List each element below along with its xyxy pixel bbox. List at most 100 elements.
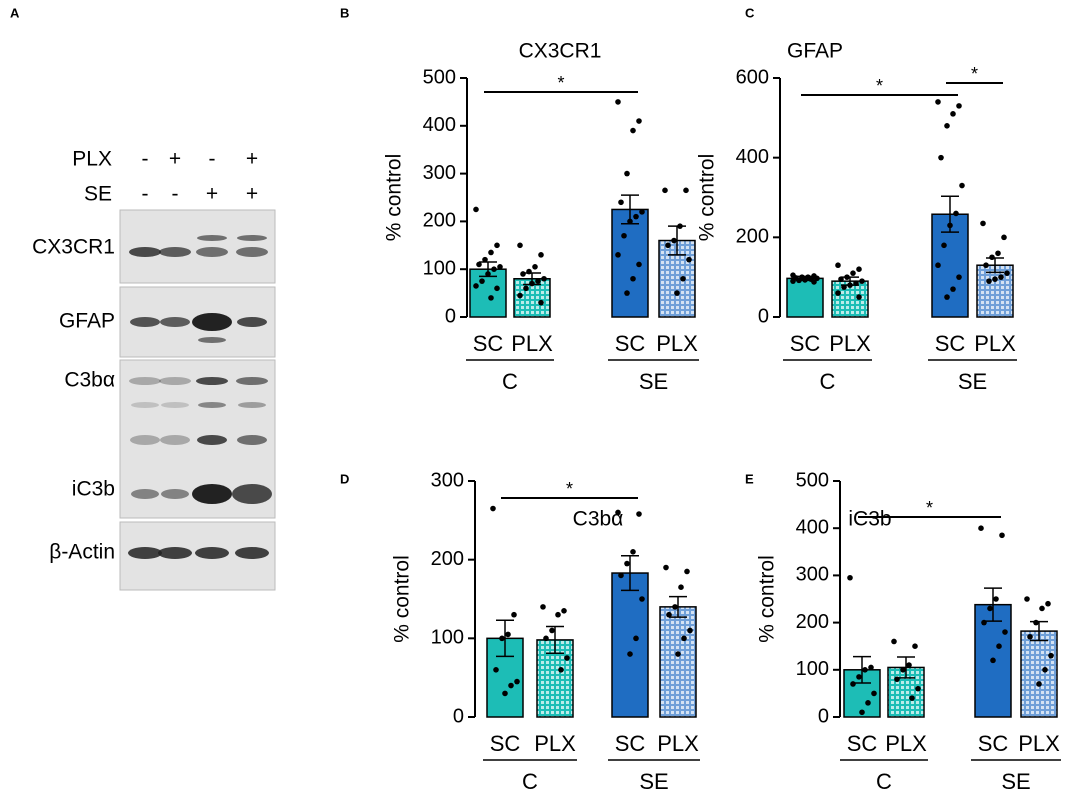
- data-point: [621, 232, 627, 239]
- treatment-label: SE: [84, 183, 112, 206]
- data-point: [944, 123, 950, 129]
- blot-band: [128, 547, 162, 559]
- panel-label: B: [340, 5, 349, 20]
- group-label: SE: [639, 369, 668, 394]
- y-tick-label: 200: [796, 611, 829, 633]
- x-tick-label: PLX: [511, 331, 553, 356]
- bar: [786, 277, 824, 318]
- data-point: [555, 611, 561, 618]
- data-point: [615, 99, 621, 105]
- data-point: [835, 262, 841, 269]
- data-point: [862, 667, 868, 673]
- blot-strip: [119, 209, 276, 284]
- y-tick-label: 400: [736, 146, 769, 168]
- data-point: [666, 611, 672, 618]
- x-tick-label: SC: [790, 331, 821, 356]
- data-point: [687, 627, 693, 634]
- data-point: [678, 584, 684, 590]
- panel-label: D: [340, 471, 349, 486]
- y-tick-label: 0: [758, 305, 769, 327]
- data-point: [538, 252, 544, 258]
- x-tick-label: SC: [490, 731, 521, 756]
- data-point: [491, 266, 497, 273]
- y-axis-label: % control: [391, 555, 414, 643]
- error-bar: [668, 225, 686, 256]
- data-point: [473, 206, 479, 213]
- treatment-sign: -: [142, 148, 149, 171]
- data-point: [482, 256, 488, 263]
- blot-band: [192, 313, 232, 331]
- x-tick-label: SC: [615, 731, 646, 756]
- blot-band: [232, 484, 272, 504]
- treatment-label: PLX: [72, 148, 112, 171]
- blot-band: [158, 547, 192, 559]
- blot-band: [236, 247, 268, 257]
- y-axis-label: % control: [696, 154, 719, 242]
- data-point: [871, 690, 877, 697]
- data-point: [1004, 270, 1010, 276]
- data-point: [844, 274, 850, 280]
- data-point: [856, 294, 862, 300]
- data-point: [665, 242, 671, 249]
- data-point: [662, 187, 668, 194]
- data-point: [672, 604, 678, 610]
- data-point: [938, 154, 944, 161]
- blot-band: [130, 317, 160, 327]
- data-point: [989, 254, 995, 261]
- data-point: [630, 275, 636, 282]
- data-point: [488, 249, 494, 256]
- data-point: [517, 242, 523, 249]
- blot-band: [238, 402, 266, 408]
- data-point: [1048, 652, 1054, 659]
- data-point: [505, 631, 511, 638]
- data-point: [959, 182, 965, 189]
- blot-band: [129, 247, 161, 257]
- y-tick-label: 300: [796, 564, 829, 586]
- data-point: [990, 657, 996, 664]
- error-bar: [496, 619, 514, 658]
- data-point: [935, 262, 941, 269]
- x-tick-label: SC: [935, 331, 966, 356]
- data-point: [992, 276, 998, 282]
- data-point: [517, 292, 523, 299]
- blot-band: [235, 547, 269, 559]
- data-point: [995, 250, 1001, 257]
- data-point: [847, 282, 853, 288]
- group-label: C: [522, 769, 538, 794]
- bar: [659, 606, 697, 718]
- significance-label: *: [926, 498, 933, 518]
- x-tick-label: SC: [978, 731, 1009, 756]
- data-point: [499, 635, 505, 642]
- data-point: [494, 242, 500, 249]
- y-tick-label: 500: [796, 469, 829, 491]
- x-tick-label: PLX: [534, 731, 576, 756]
- x-tick-label: PLX: [656, 331, 698, 356]
- data-point: [847, 574, 853, 581]
- blot-band: [161, 402, 189, 408]
- data-point: [684, 568, 690, 575]
- error-bar: [986, 257, 1004, 274]
- data-point: [630, 549, 636, 555]
- y-tick-label: 200: [431, 548, 464, 570]
- data-point: [1002, 629, 1008, 635]
- data-point: [627, 651, 633, 657]
- data-point: [540, 604, 546, 610]
- data-point: [639, 209, 645, 215]
- data-point: [947, 222, 953, 229]
- treatment-sign: +: [246, 183, 258, 206]
- blot-band: [198, 337, 226, 343]
- treatment-sign: -: [142, 183, 149, 206]
- data-point: [663, 564, 669, 571]
- blot-band: [237, 317, 267, 327]
- y-tick-label: 0: [445, 305, 456, 327]
- band-label: β-Actin: [49, 541, 115, 564]
- x-tick-label: PLX: [974, 331, 1016, 356]
- treatment-sign: +: [169, 148, 181, 171]
- chart-title: iC3b: [848, 508, 891, 531]
- blot-band: [131, 489, 159, 499]
- x-tick-label: PLX: [829, 331, 871, 356]
- error-bar: [984, 587, 1002, 622]
- data-point: [490, 505, 496, 512]
- y-tick-label: 400: [423, 114, 456, 136]
- data-point: [853, 280, 859, 286]
